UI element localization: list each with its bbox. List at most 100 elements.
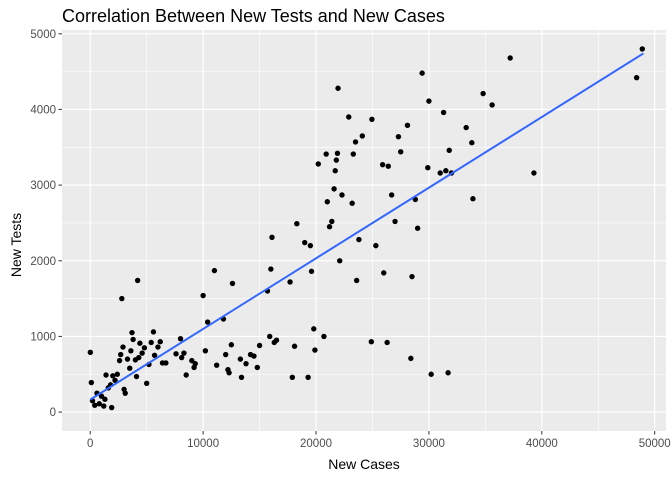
data-point <box>101 403 107 409</box>
data-point <box>326 224 333 230</box>
data-point <box>213 362 220 368</box>
data-point <box>414 225 421 231</box>
data-point <box>463 124 469 131</box>
data-point <box>395 133 402 140</box>
y-axis-title: New Tests <box>8 212 24 278</box>
data-point <box>110 373 116 379</box>
data-point <box>141 345 148 351</box>
data-point <box>251 353 257 359</box>
data-point <box>633 74 640 81</box>
data-point <box>489 102 495 108</box>
data-point <box>419 70 425 76</box>
data-point <box>428 371 434 377</box>
data-point <box>440 109 447 116</box>
data-point <box>183 372 189 378</box>
data-point <box>359 133 366 139</box>
data-point <box>315 161 321 167</box>
data-point <box>116 357 123 364</box>
data-point <box>124 356 131 362</box>
data-point <box>385 163 391 169</box>
x-tick-label: 0 <box>87 438 93 450</box>
data-point <box>173 351 179 357</box>
x-tick-label: 30000 <box>413 438 445 450</box>
data-point <box>139 350 145 356</box>
data-point <box>381 270 387 276</box>
data-point <box>408 355 414 362</box>
x-tick-label: 40000 <box>526 438 558 450</box>
data-point <box>157 339 163 345</box>
data-point <box>112 377 118 384</box>
data-point <box>204 319 211 325</box>
y-tick-label: 4000 <box>30 104 56 116</box>
data-point <box>312 347 318 353</box>
data-point <box>243 360 249 367</box>
data-point <box>148 339 154 346</box>
data-point <box>102 396 108 402</box>
data-point <box>96 401 102 407</box>
data-point <box>155 344 161 350</box>
data-point <box>346 114 352 120</box>
data-point <box>333 157 340 163</box>
data-point <box>446 147 452 153</box>
data-point <box>229 280 236 287</box>
data-point <box>119 295 125 302</box>
data-point <box>305 374 311 380</box>
data-point <box>181 350 187 356</box>
data-point <box>409 273 415 280</box>
data-point <box>287 279 293 285</box>
data-point <box>108 404 115 411</box>
data-point <box>639 46 645 52</box>
data-point <box>339 192 345 198</box>
data-point <box>469 140 475 146</box>
data-points <box>87 46 645 411</box>
data-point <box>349 200 355 206</box>
data-point <box>254 364 261 371</box>
y-tick-label: 5000 <box>30 29 56 41</box>
data-point <box>324 199 331 205</box>
data-point <box>443 168 449 174</box>
data-point <box>143 380 150 387</box>
data-point <box>130 336 136 343</box>
data-point <box>269 234 275 241</box>
data-point <box>136 354 142 361</box>
data-point <box>268 266 274 272</box>
data-point <box>122 390 128 396</box>
data-point <box>470 196 476 202</box>
data-point <box>223 351 229 358</box>
data-point <box>151 352 158 359</box>
data-point <box>238 374 245 380</box>
x-tick-label: 20000 <box>300 438 332 450</box>
data-point <box>289 374 296 380</box>
data-point <box>369 116 375 122</box>
data-point <box>134 277 141 284</box>
x-tick-label: 50000 <box>639 438 671 450</box>
data-point <box>332 168 338 174</box>
data-point <box>507 55 513 61</box>
data-point <box>118 351 124 358</box>
data-point <box>120 344 126 350</box>
data-point <box>426 98 432 104</box>
data-point <box>129 329 135 336</box>
data-point <box>307 242 314 249</box>
data-point <box>177 335 184 342</box>
data-point <box>87 349 94 356</box>
y-tick-label: 0 <box>50 407 56 419</box>
data-point <box>311 326 317 332</box>
data-point <box>228 342 235 348</box>
data-point <box>88 379 95 386</box>
data-point <box>350 151 356 157</box>
axes: 0 10000 20000 30000 40000 50000 0 1000 2000 3000 4… <box>30 29 670 450</box>
data-point <box>273 337 280 343</box>
data-point <box>302 239 308 246</box>
data-point <box>388 192 395 198</box>
data-point <box>226 370 232 376</box>
data-point <box>437 170 443 176</box>
y-tick-label: 2000 <box>30 256 56 268</box>
data-point <box>531 170 537 176</box>
data-point <box>92 402 98 408</box>
x-tick-label: 10000 <box>187 438 219 450</box>
data-point <box>211 267 218 274</box>
data-point <box>331 186 337 192</box>
data-point <box>379 161 386 168</box>
data-point <box>368 339 375 345</box>
